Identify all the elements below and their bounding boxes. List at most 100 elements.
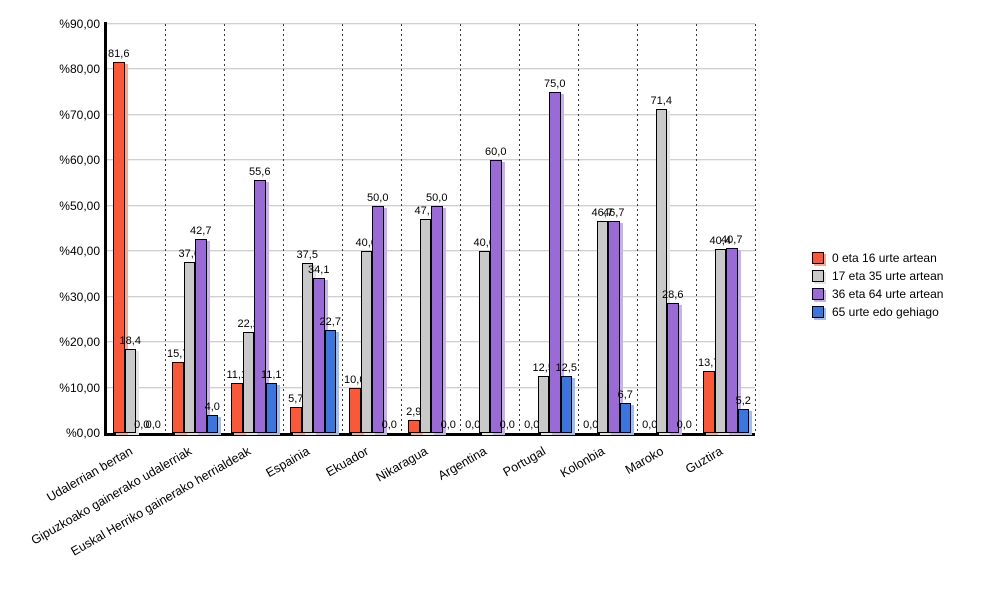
legend-label: 65 urte edo gehiago: [832, 305, 939, 319]
bar-value-label: 0,0: [676, 419, 692, 431]
bar-3-8: [549, 92, 561, 433]
category-separator: [519, 24, 520, 433]
y-gridline: [106, 204, 755, 207]
legend-label: 17 eta 35 urte artean: [832, 269, 944, 283]
bar-value-label: 0,0: [583, 419, 599, 431]
y-axis-tick-label: %60,00: [59, 153, 100, 168]
bar-value-label: 71,4: [650, 94, 672, 107]
legend-label: 36 eta 64 urte artean: [832, 287, 944, 301]
y-gridline: [106, 68, 755, 71]
bar-value-label: 22,2: [237, 318, 259, 331]
bar-2-5: [360, 251, 372, 433]
bar-value-label: 6,7: [617, 388, 633, 401]
bar-2-2: [183, 262, 195, 433]
bar-4-2: [206, 414, 218, 433]
y-gridline: [106, 113, 755, 116]
bar-value-label: 0,0: [499, 419, 515, 431]
bar-3-9: [608, 220, 620, 433]
y-axis-tick-label: %20,00: [59, 335, 100, 350]
bar-1-4: [290, 407, 302, 433]
bar-value-label: 5,2: [735, 395, 751, 408]
category-separator: [342, 24, 343, 433]
bar-value-label: 40,4: [709, 235, 731, 248]
legend-item: 17 eta 35 urte artean: [812, 269, 943, 283]
bar-value-label: 46,7: [591, 206, 613, 219]
bar-value-label: 81,6: [108, 48, 130, 61]
legend: 0 eta 16 urte artean 17 eta 35 urte artea…: [812, 251, 943, 323]
y-axis-tick-label: %80,00: [59, 62, 100, 77]
bar-3-6: [431, 205, 443, 433]
bar-2-3: [242, 332, 254, 433]
y-axis-tick-label: %90,00: [59, 17, 100, 31]
bar-value-label: 0,0: [642, 419, 658, 431]
bar-4-4: [324, 329, 336, 433]
bar-2-6: [419, 218, 431, 433]
bar-3-3: [254, 180, 266, 433]
y-gridline: [106, 159, 755, 162]
bar-value-label: 11,1: [260, 368, 282, 381]
bar-4-11: [737, 409, 749, 433]
legend-label: 0 eta 16 urte artean: [832, 251, 937, 265]
bar-3-7: [490, 160, 502, 433]
bar-2-9: [596, 220, 608, 433]
bar-2-7: [478, 251, 490, 433]
bar-value-label: 40,0: [473, 237, 495, 250]
bar-value-label: 28,6: [662, 289, 684, 302]
bar-value-label: 13,7: [698, 356, 720, 369]
y-axis-tick-label: %30,00: [59, 289, 100, 304]
y-axis-tick-label: %70,00: [59, 107, 100, 122]
bar-2-1: [124, 349, 136, 433]
bar-value-label: 34,1: [308, 264, 330, 277]
bar-3-11: [726, 248, 738, 433]
bar-value-label: 0,0: [465, 419, 481, 431]
bar-value-label: 0,0: [381, 419, 397, 431]
legend-swatch-icon: [812, 252, 824, 264]
category-separator: [283, 24, 284, 433]
bar-value-label: 60,0: [485, 146, 507, 159]
bar-value-label: 0,0: [524, 419, 540, 431]
bar-1-1: [113, 62, 125, 433]
bar-2-8: [537, 376, 549, 433]
bar-value-label: 22,7: [319, 315, 341, 328]
bar-3-2: [195, 238, 207, 433]
legend-swatch-icon: [812, 306, 824, 318]
bar-value-label: 15,7: [167, 347, 189, 360]
bar-1-5: [349, 387, 361, 433]
bar-2-10: [655, 108, 667, 433]
category-separator: [224, 24, 225, 433]
bar-value-label: 0,0: [440, 419, 456, 431]
bar-value-label: 18,4: [119, 335, 141, 348]
bar-value-label: 42,7: [190, 224, 212, 237]
bar-1-3: [231, 382, 243, 433]
bar-value-label: 0,0: [134, 419, 150, 431]
category-separator: [165, 24, 166, 433]
bar-4-3: [265, 382, 277, 433]
legend-item: 36 eta 64 urte artean: [812, 287, 943, 301]
y-axis-tick-label: %0,00: [65, 426, 100, 440]
legend-swatch-icon: [812, 288, 824, 300]
bar-value-label: 50,0: [426, 191, 448, 204]
y-axis-tick-label: %50,00: [59, 198, 100, 213]
bar-3-10: [667, 303, 679, 433]
bar-value-label: 40,7: [721, 234, 743, 247]
y-axis-line: [104, 22, 107, 436]
category-separator: [401, 24, 402, 433]
bar-1-6: [408, 419, 420, 433]
bar-2-4: [301, 262, 313, 433]
legend-item: 65 urte edo gehiago: [812, 305, 943, 319]
y-gridline: [106, 23, 755, 25]
category-separator: [460, 24, 461, 433]
bar-value-label: 12,5: [555, 362, 577, 375]
bar-value-label: 5,7: [288, 393, 304, 406]
bar-1-2: [172, 361, 184, 433]
bar-value-label: 2,9: [406, 405, 422, 418]
y-axis-tick-label: %10,00: [59, 380, 100, 395]
legend-swatch-icon: [812, 270, 824, 282]
category-separator: [637, 24, 638, 433]
bar-1-11: [703, 370, 715, 433]
bar-value-label: 40,0: [355, 237, 377, 250]
bar-value-label: 4,0: [204, 400, 220, 413]
bar-value-label: 50,0: [367, 191, 389, 204]
